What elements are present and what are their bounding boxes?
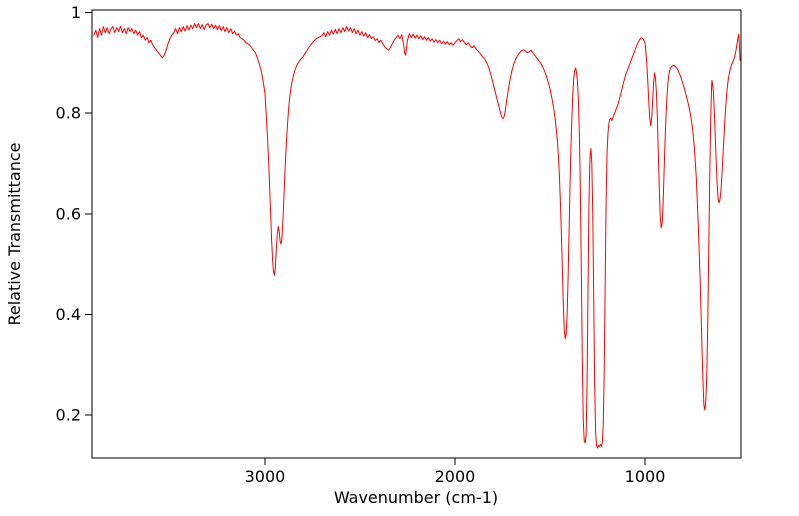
y-tick-label: 1 [71,3,81,22]
y-tick-label: 0.2 [56,406,81,425]
y-axis-label: Relative Transmittance [5,142,24,325]
y-tick-label: 0.8 [56,104,81,123]
plot-frame [91,9,742,459]
x-axis-label: Wavenumber (cm-1) [334,488,498,507]
y-tick-label: 0.6 [56,204,81,223]
x-tick-label: 1000 [625,467,666,486]
y-tick-label: 0.4 [56,305,81,324]
x-tick-label: 3000 [245,467,286,486]
x-tick-label: 2000 [435,467,476,486]
spectrum-line [93,23,741,449]
